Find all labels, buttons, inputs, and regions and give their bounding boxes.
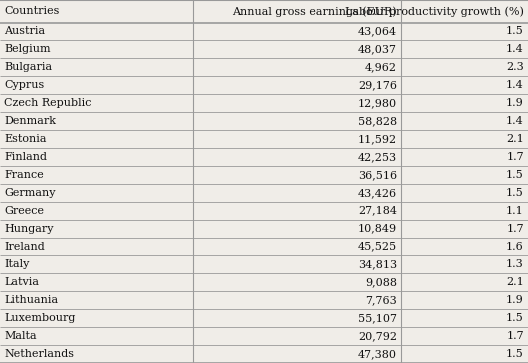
Text: Lithuania: Lithuania [4,295,59,305]
Text: Finland: Finland [4,152,47,162]
Text: 1.5: 1.5 [506,170,524,180]
Text: 36,516: 36,516 [358,170,397,180]
Text: Cyprus: Cyprus [4,80,44,90]
Text: 12,980: 12,980 [358,98,397,108]
Text: 7,763: 7,763 [365,295,397,305]
Text: 1.7: 1.7 [506,152,524,162]
Text: 9,088: 9,088 [365,277,397,287]
Text: Hungary: Hungary [4,224,54,234]
Text: 1.6: 1.6 [506,241,524,252]
Text: Malta: Malta [4,331,37,341]
Text: 1.4: 1.4 [506,116,524,126]
Text: 1.9: 1.9 [506,98,524,108]
Text: 2.3: 2.3 [506,62,524,72]
Text: Estonia: Estonia [4,134,46,144]
Text: Countries: Countries [4,6,60,16]
Text: Labour productivity growth (%): Labour productivity growth (%) [345,6,524,17]
Text: Czech Republic: Czech Republic [4,98,92,108]
Text: 1.4: 1.4 [506,80,524,90]
Text: Denmark: Denmark [4,116,56,126]
Text: Greece: Greece [4,206,44,216]
Text: Bulgaria: Bulgaria [4,62,52,72]
Text: 20,792: 20,792 [358,331,397,341]
Text: Netherlands: Netherlands [4,349,74,359]
Text: Italy: Italy [4,260,30,269]
Text: 1.9: 1.9 [506,295,524,305]
Text: Belgium: Belgium [4,44,51,54]
Text: 47,380: 47,380 [358,349,397,359]
Text: 10,849: 10,849 [358,224,397,234]
Text: 58,828: 58,828 [358,116,397,126]
Text: 1.4: 1.4 [506,44,524,54]
Text: 1.7: 1.7 [506,224,524,234]
Text: Austria: Austria [4,26,45,36]
Text: 1.5: 1.5 [506,313,524,323]
Text: 42,253: 42,253 [358,152,397,162]
Text: Annual gross earnings (EUR): Annual gross earnings (EUR) [232,6,397,17]
Text: 45,525: 45,525 [358,241,397,252]
Text: 29,176: 29,176 [358,80,397,90]
Text: 1.5: 1.5 [506,26,524,36]
Text: Luxembourg: Luxembourg [4,313,76,323]
Text: France: France [4,170,44,180]
Text: 43,426: 43,426 [358,188,397,198]
Text: 1.7: 1.7 [506,331,524,341]
Text: 4,962: 4,962 [365,62,397,72]
Text: 1.5: 1.5 [506,188,524,198]
Text: 43,064: 43,064 [358,26,397,36]
Text: 55,107: 55,107 [358,313,397,323]
Text: Ireland: Ireland [4,241,45,252]
Text: 2.1: 2.1 [506,277,524,287]
Text: 2.1: 2.1 [506,134,524,144]
Text: 11,592: 11,592 [358,134,397,144]
Text: 48,037: 48,037 [358,44,397,54]
Text: Latvia: Latvia [4,277,39,287]
Text: 27,184: 27,184 [358,206,397,216]
Text: 1.1: 1.1 [506,206,524,216]
Text: 1.3: 1.3 [506,260,524,269]
Text: 34,813: 34,813 [358,260,397,269]
Text: Germany: Germany [4,188,56,198]
Text: 1.5: 1.5 [506,349,524,359]
